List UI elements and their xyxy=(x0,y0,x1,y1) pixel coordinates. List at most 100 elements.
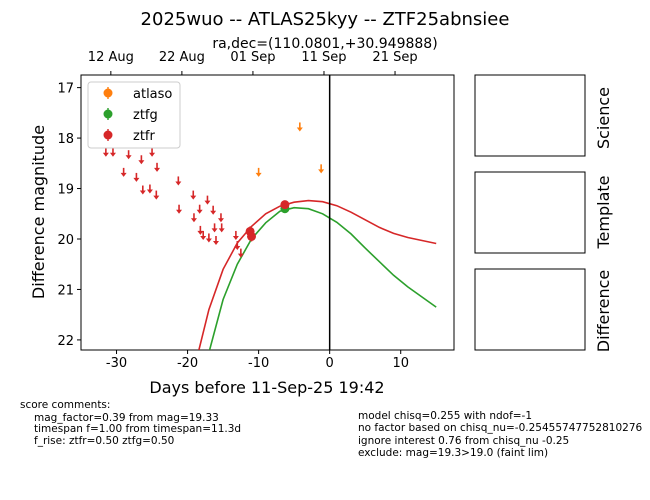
top-tick-label: 01 Sep xyxy=(230,50,275,65)
y-tick-label: 18 xyxy=(57,132,74,147)
model-curve-ztfg xyxy=(208,206,437,350)
upper-limit-atlaso xyxy=(255,167,262,177)
legend-box xyxy=(87,81,181,149)
top-tick-label: 11 Sep xyxy=(301,50,346,65)
upper-limit-arrowhead xyxy=(139,190,146,195)
legend-entry-ztfg: ztfg xyxy=(103,108,158,123)
model-curve-ztfr xyxy=(198,199,437,350)
detection-point xyxy=(247,231,257,241)
detection-ztfr xyxy=(247,231,257,242)
legend-entry-ztfr: ztfr xyxy=(103,129,155,144)
y-axis-label: Difference magnitude xyxy=(29,125,48,299)
plot-area: -30 -20 -10 0 10 17 18 19 20 21 22 12 Aug 22 Aug 01 S… xyxy=(29,50,455,397)
upper-limit-ztfr xyxy=(154,162,161,172)
upper-limit-arrowhead xyxy=(196,209,203,214)
upper-limit-ztfr xyxy=(212,235,219,245)
top-tick-label: 22 Aug xyxy=(159,50,205,65)
x-tick-label: -10 xyxy=(248,356,269,371)
upper-limit-ztfr xyxy=(153,190,160,200)
axis-ticks: -30 -20 -10 0 10 17 18 19 20 21 22 12 Aug 22 Aug 01 S… xyxy=(57,50,417,371)
upper-limit-arrowhead xyxy=(138,160,145,165)
template-label: Template xyxy=(594,175,613,249)
science-label: Science xyxy=(594,87,613,149)
upper-limit-arrowhead xyxy=(255,172,262,177)
y-tick-label: 21 xyxy=(57,283,74,298)
difference-label: Difference xyxy=(594,270,613,352)
legend-label: ztfg xyxy=(133,108,158,123)
upper-limit-arrowhead xyxy=(197,230,204,235)
upper-limit-arrowhead xyxy=(133,177,140,182)
upper-limit-ztfr xyxy=(211,223,218,233)
y-tick-label: 19 xyxy=(57,183,74,198)
y-tick-label: 17 xyxy=(57,82,74,97)
comment-line: timespan f=1.00 from timespan=11.3d xyxy=(34,423,241,435)
template-panel xyxy=(474,171,586,254)
detection-point xyxy=(280,200,290,210)
upper-limit-atlaso xyxy=(318,164,325,174)
legend-entry-atlaso: atlaso xyxy=(103,87,172,102)
science-panel xyxy=(474,74,586,157)
upper-limit-ztfr xyxy=(210,205,217,215)
x-tick-label: -30 xyxy=(106,356,127,371)
comment-header: score comments: xyxy=(20,399,110,411)
upper-limit-ztfr xyxy=(204,195,211,205)
upper-limit-arrowhead xyxy=(210,210,217,215)
upper-limit-arrowhead xyxy=(149,152,156,157)
upper-limit-arrowhead xyxy=(204,200,211,205)
upper-limit-ztfr xyxy=(125,150,132,160)
upper-limit-arrowhead xyxy=(212,240,219,245)
upper-limit-ztfr xyxy=(205,233,212,243)
detection-ztfr xyxy=(280,200,290,210)
upper-limit-ztfr xyxy=(120,167,127,177)
upper-limit-ztfr xyxy=(138,155,145,165)
upper-limit-ztfr xyxy=(237,248,244,258)
legend-label: atlaso xyxy=(133,87,172,102)
x-axis-label: Days before 11-Sep-25 19:42 xyxy=(149,378,384,397)
upper-limit-ztfr xyxy=(146,184,153,194)
upper-limit-ztfr xyxy=(133,172,140,182)
upper-limit-arrowhead xyxy=(175,181,182,186)
upper-limit-arrowhead xyxy=(200,235,207,240)
upper-limit-atlaso xyxy=(296,122,303,132)
upper-limit-arrowhead xyxy=(190,218,197,223)
upper-limit-ztfr xyxy=(190,213,197,223)
difference-panel xyxy=(474,268,586,351)
x-tick-label: 0 xyxy=(326,356,334,371)
upper-limit-arrowhead xyxy=(296,127,303,132)
y-tick-label: 22 xyxy=(57,334,74,349)
image-panels: Science Template Difference xyxy=(474,74,613,352)
upper-limit-ztfr xyxy=(139,185,146,195)
data-markers xyxy=(102,122,325,258)
upper-limit-arrowhead xyxy=(125,155,132,160)
upper-limit-ztfr xyxy=(234,241,241,251)
comment-line: mag_factor=0.39 from mag=19.33 xyxy=(34,412,219,424)
comment-line: ignore interest 0.76 from chisq_nu -0.25 xyxy=(358,435,569,447)
comment-line: model chisq=0.255 with ndof=-1 xyxy=(358,410,532,422)
figure-title: 2025wuo -- ATLAS25kyy -- ZTF25abnsiee xyxy=(141,9,510,30)
upper-limit-ztfr xyxy=(109,147,116,157)
legend-label: ztfr xyxy=(133,129,155,144)
upper-limit-arrowhead xyxy=(190,195,197,200)
figure-subtitle: ra,dec=(110.0801,+30.949888) xyxy=(212,36,437,52)
upper-limit-arrowhead xyxy=(120,172,127,177)
upper-limit-ztfr xyxy=(102,147,109,157)
legend: atlaso ztfg ztfr xyxy=(87,81,181,149)
upper-limit-ztfr xyxy=(196,204,203,214)
upper-limit-arrowhead xyxy=(146,189,153,194)
y-tick-label: 20 xyxy=(57,233,74,248)
upper-limit-arrowhead xyxy=(154,167,161,172)
top-tick-label: 12 Aug xyxy=(88,50,134,65)
score-comments: score comments: mag_factor=0.39 from mag… xyxy=(20,399,642,459)
comment-line: no factor based on chisq_nu=-0.254557477… xyxy=(358,422,642,434)
upper-limit-arrowhead xyxy=(237,253,244,258)
upper-limit-arrowhead xyxy=(153,195,160,200)
upper-limit-arrowhead xyxy=(205,238,212,243)
upper-limit-ztfr xyxy=(232,230,239,240)
upper-limit-ztfr xyxy=(190,190,197,200)
upper-limit-arrowhead xyxy=(232,235,239,240)
upper-limit-ztfr xyxy=(218,223,225,233)
comment-line: exclude: mag=19.3>19.0 (faint lim) xyxy=(358,447,548,459)
plot-frame xyxy=(80,74,455,351)
x-tick-label: -20 xyxy=(177,356,198,371)
